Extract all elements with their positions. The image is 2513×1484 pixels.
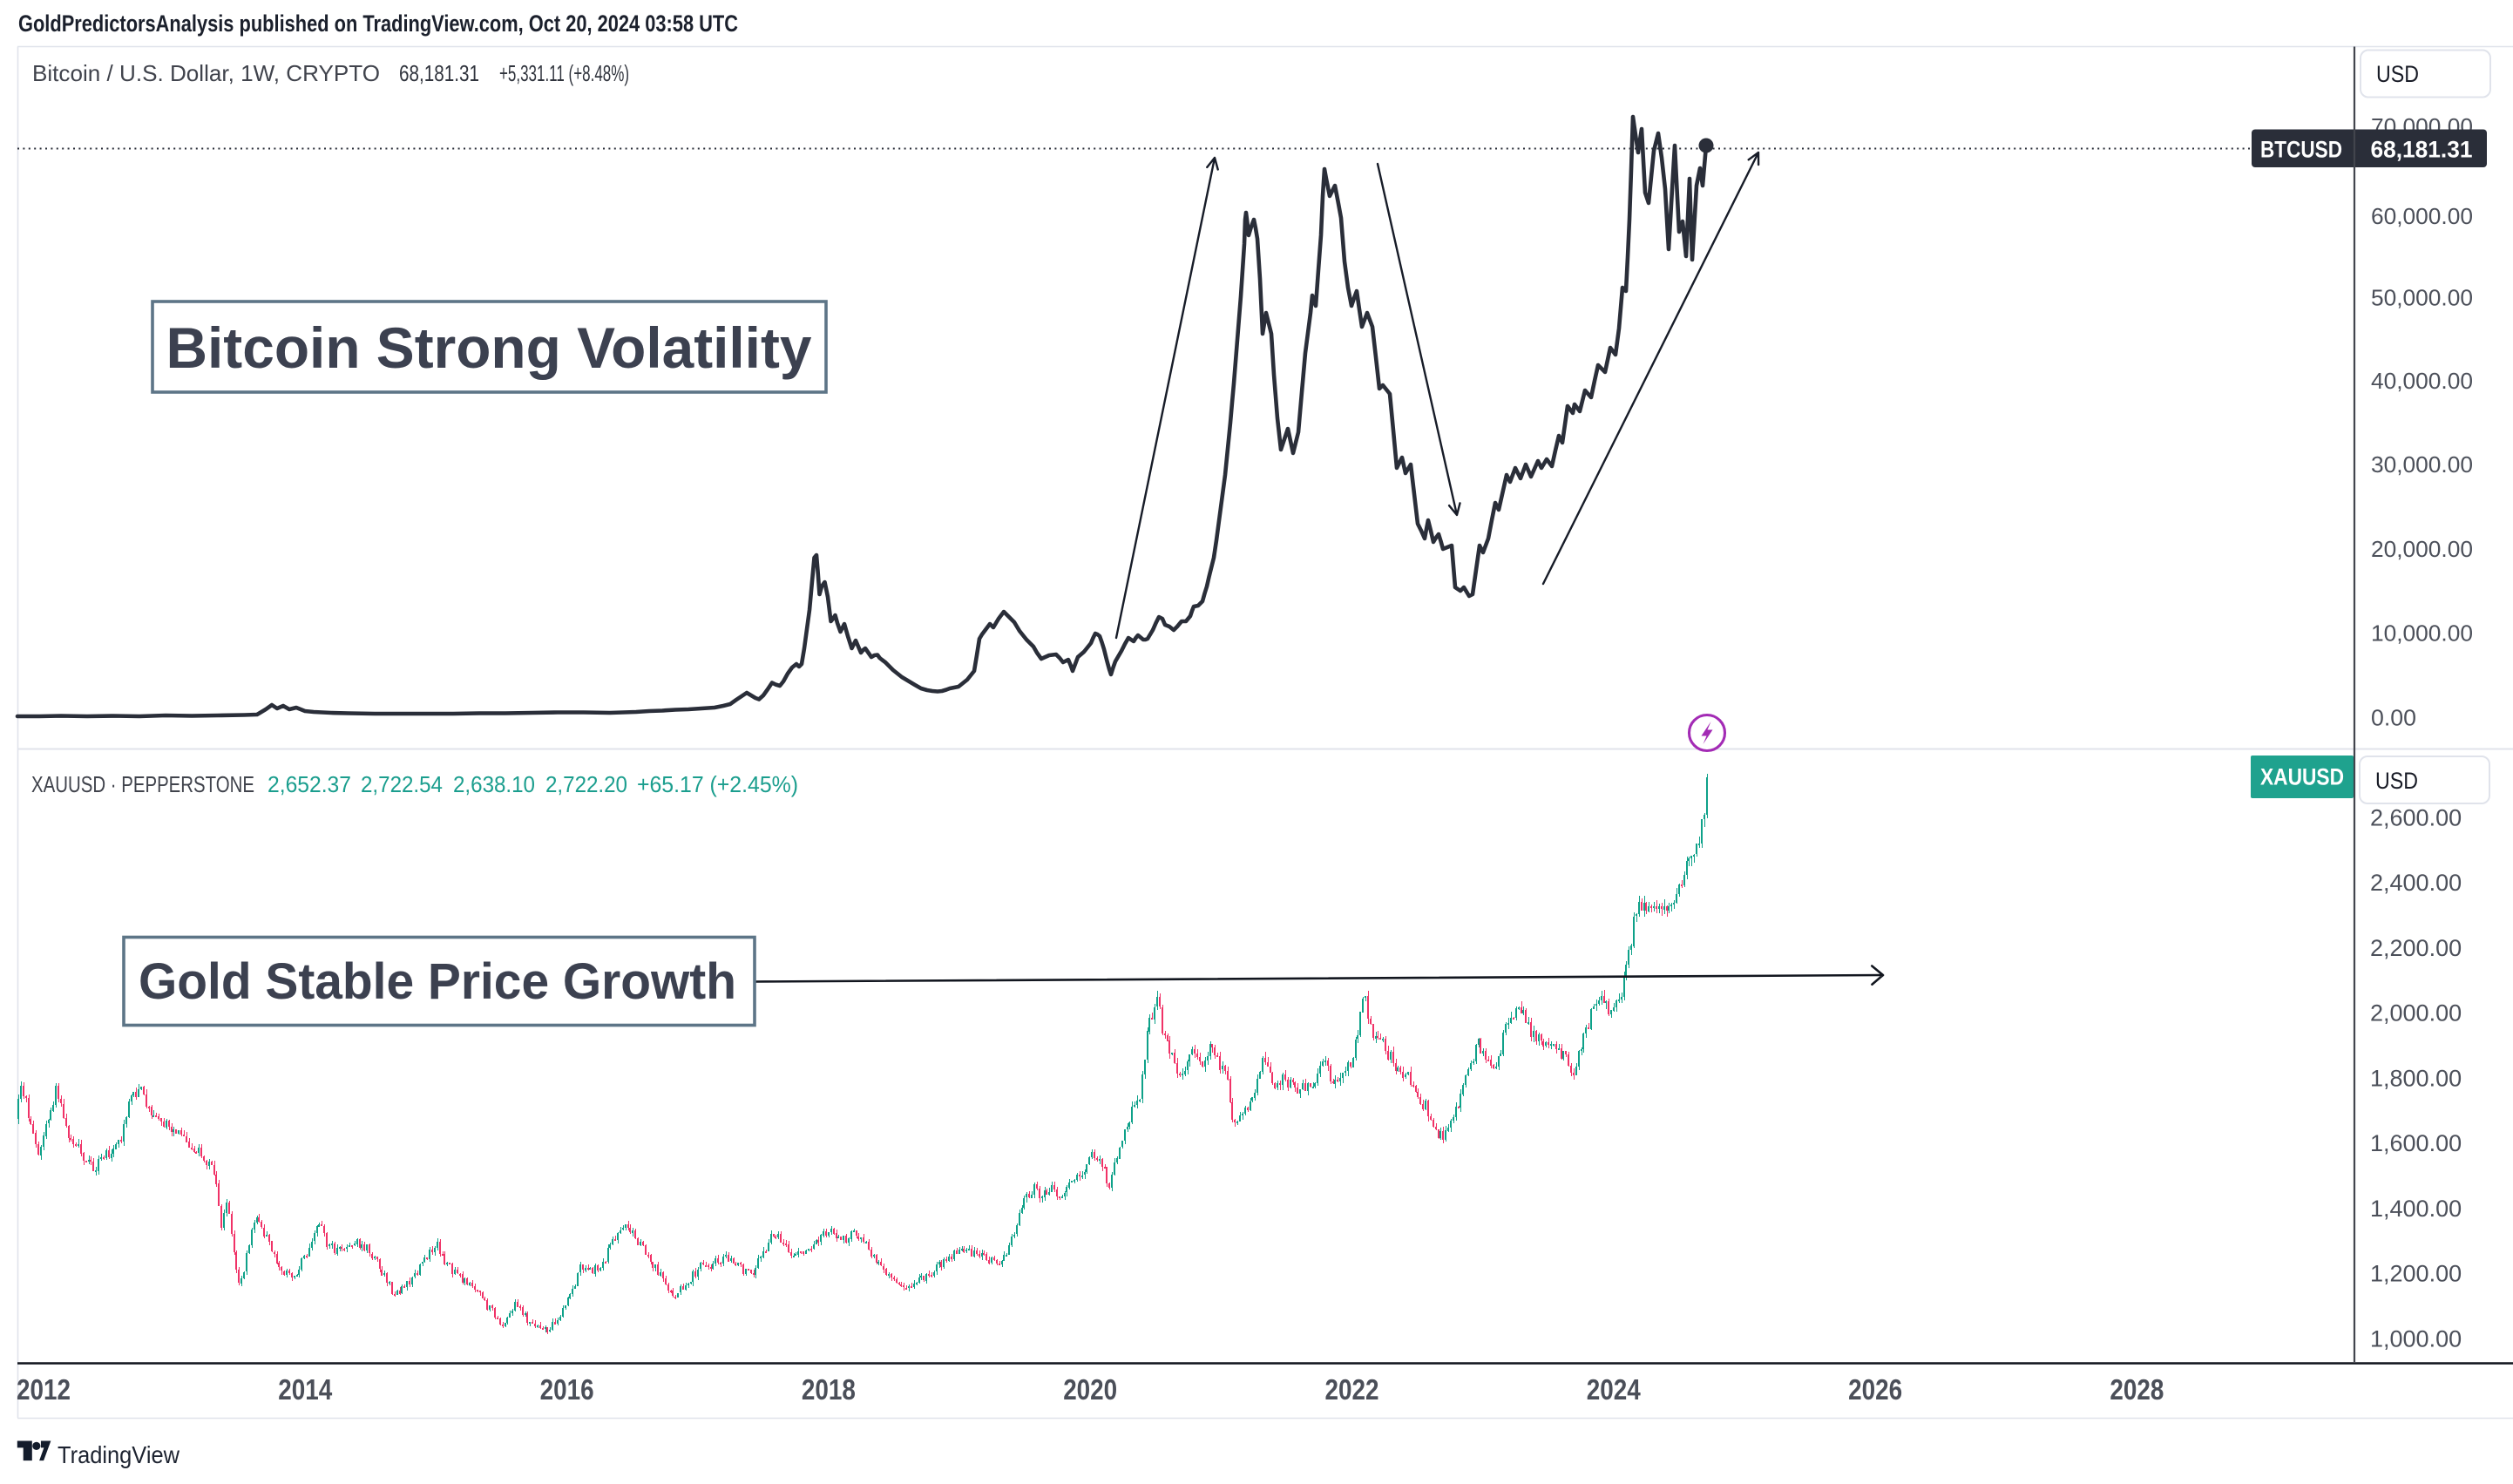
svg-text:2024: 2024	[1587, 1373, 1642, 1406]
svg-text:2016: 2016	[540, 1373, 594, 1406]
svg-text:Gold Stable Price Growth: Gold Stable Price Growth	[139, 953, 736, 1010]
svg-text:60,000.00: 60,000.00	[2371, 203, 2473, 229]
svg-text:USD: USD	[2375, 768, 2418, 794]
svg-text:2,722.54: 2,722.54	[361, 771, 443, 797]
svg-text:68,181.31: 68,181.31	[2371, 137, 2473, 163]
svg-text:2,722.20: 2,722.20	[545, 771, 627, 797]
svg-text:1,800.00: 1,800.00	[2370, 1066, 2462, 1092]
svg-text:+5,331.11 (+8.48%): +5,331.11 (+8.48%)	[499, 60, 629, 86]
svg-text:2026: 2026	[1848, 1373, 1902, 1406]
svg-text:10,000.00: 10,000.00	[2371, 620, 2473, 647]
svg-text:2,200.00: 2,200.00	[2370, 935, 2462, 961]
svg-text:2012: 2012	[17, 1373, 71, 1406]
svg-text:2,000.00: 2,000.00	[2370, 1000, 2462, 1027]
svg-text:GoldPredictorsAnalysis publish: GoldPredictorsAnalysis published on Trad…	[18, 10, 738, 37]
svg-text:1,600.00: 1,600.00	[2370, 1130, 2462, 1156]
svg-text:Bitcoin / U.S. Dollar, 1W, CRY: Bitcoin / U.S. Dollar, 1W, CRYPTO	[32, 60, 380, 86]
svg-text:2,638.10: 2,638.10	[453, 771, 535, 797]
svg-text:2028: 2028	[2110, 1373, 2164, 1406]
svg-text:50,000.00: 50,000.00	[2371, 285, 2473, 311]
svg-text:2014: 2014	[278, 1373, 333, 1406]
svg-text:1,400.00: 1,400.00	[2370, 1196, 2462, 1222]
svg-text:68,181.31: 68,181.31	[399, 60, 479, 86]
svg-text:2,600.00: 2,600.00	[2370, 805, 2462, 831]
svg-text:0.00: 0.00	[2371, 705, 2416, 731]
svg-text:XAUUSD: XAUUSD	[2260, 764, 2344, 790]
svg-text:Bitcoin Strong Volatility: Bitcoin Strong Volatility	[166, 315, 812, 380]
svg-text:2022: 2022	[1325, 1373, 1379, 1406]
svg-text:2020: 2020	[1063, 1373, 1117, 1406]
svg-text:20,000.00: 20,000.00	[2371, 536, 2473, 562]
svg-text:2,652.37: 2,652.37	[268, 771, 351, 797]
svg-text:2018: 2018	[802, 1373, 856, 1406]
svg-text:30,000.00: 30,000.00	[2371, 451, 2473, 478]
svg-text:2,400.00: 2,400.00	[2370, 870, 2462, 896]
svg-text:XAUUSD · PEPPERSTONE: XAUUSD · PEPPERSTONE	[31, 771, 254, 797]
svg-text:BTCUSD: BTCUSD	[2260, 137, 2342, 163]
svg-text:1,000.00: 1,000.00	[2370, 1326, 2462, 1352]
svg-text:1,200.00: 1,200.00	[2370, 1261, 2462, 1287]
svg-text:40,000.00: 40,000.00	[2371, 368, 2473, 394]
svg-text:+65.17 (+2.45%): +65.17 (+2.45%)	[637, 771, 798, 797]
svg-text:TradingView: TradingView	[58, 1441, 180, 1468]
svg-text:USD: USD	[2376, 61, 2419, 87]
